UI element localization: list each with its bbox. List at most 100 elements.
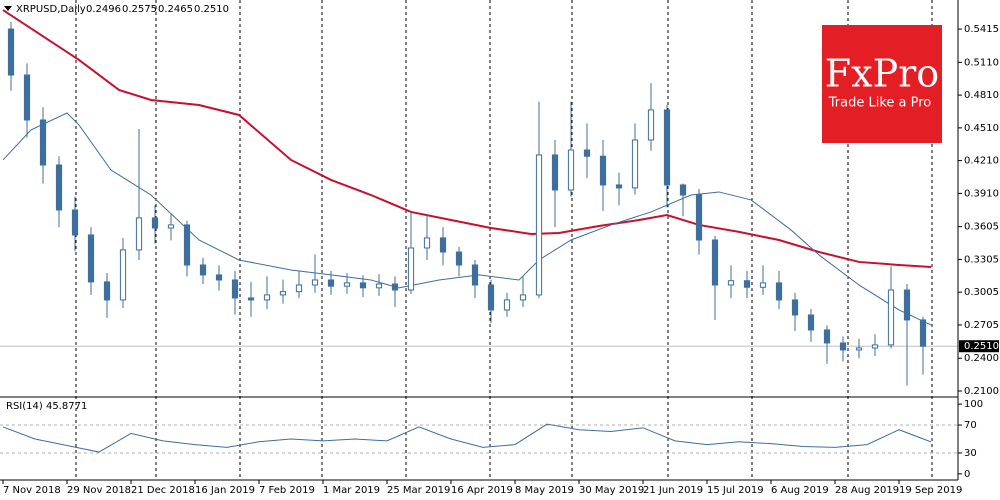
y-tick-label: 0.4210 — [964, 156, 999, 167]
y-tick-label: 0.3005 — [964, 287, 999, 298]
candle-body — [503, 299, 511, 311]
candle-body — [743, 280, 751, 288]
candle-body — [87, 234, 95, 283]
candle-body — [439, 237, 447, 253]
x-tick-label: 30 May 2019 — [579, 485, 644, 496]
last-price-box — [959, 340, 999, 353]
last-price-label: 0.2510 — [964, 341, 999, 352]
candle-body — [887, 289, 895, 346]
logo-tagline: Trade Like a Pro — [828, 96, 932, 111]
x-tick-label: 7 Nov 2018 — [3, 485, 61, 496]
moving-average — [2, 9, 932, 268]
x-tick-label: 1 Mar 2019 — [323, 485, 380, 496]
candle-body — [855, 347, 863, 351]
candle-body — [423, 237, 431, 249]
symbol-label: XRPUSD,Daily — [16, 4, 86, 15]
candle-body — [791, 299, 799, 316]
candle-body — [903, 289, 911, 321]
y-tick-label: 0.2400 — [964, 353, 999, 364]
candle-body — [647, 109, 655, 141]
x-tick-label: 15 Jul 2019 — [707, 485, 764, 496]
logo: FxPro Trade Like a Pro — [822, 25, 942, 143]
candle-body — [823, 329, 831, 344]
candle-body — [327, 279, 335, 287]
candle-body — [455, 251, 463, 266]
y-tick-label: 0 — [964, 469, 970, 480]
candle-body — [343, 282, 351, 287]
dropdown-arrow — [4, 6, 12, 11]
candle-body — [231, 279, 239, 299]
x-tick-label: 7 Feb 2019 — [259, 485, 315, 496]
candle-body — [263, 294, 271, 301]
candle-body — [39, 119, 47, 166]
candle-body — [55, 164, 63, 211]
candle-body — [487, 284, 495, 311]
x-tick-label: 16 Jan 2019 — [195, 485, 255, 496]
candle-body — [695, 194, 703, 241]
candle-body — [775, 282, 783, 301]
candle-body — [759, 282, 767, 288]
candle-body — [871, 344, 879, 349]
candle-body — [247, 297, 255, 301]
x-tick-label: 8 May 2019 — [515, 485, 574, 496]
candle-body — [391, 283, 399, 291]
candle-body — [839, 342, 847, 351]
candle-body — [295, 284, 303, 293]
candle-body — [71, 209, 79, 236]
y-tick-label: 0.5415 — [964, 24, 999, 35]
ohlc-low: 0.2465 — [158, 4, 193, 15]
rsi-line — [2, 423, 932, 453]
candle-body — [375, 283, 383, 289]
candle-body — [407, 247, 415, 291]
candle-body — [311, 279, 319, 286]
candle-body — [183, 224, 191, 266]
logo-box — [822, 25, 942, 143]
x-tick-label: 21 Dec 2018 — [131, 485, 195, 496]
ohlc-high: 0.2575 — [122, 4, 157, 15]
candle-body — [599, 155, 607, 186]
y-tick-label: 0.2100 — [964, 386, 999, 397]
x-tick-label: 21 Jun 2019 — [643, 485, 703, 496]
candle-body — [631, 139, 639, 189]
plot-area — [0, 0, 958, 480]
y-tick-label: 0.4510 — [964, 123, 999, 134]
x-tick-label: 6 Aug 2019 — [771, 485, 829, 496]
candle-body — [567, 149, 575, 191]
y-tick-label: 100 — [964, 399, 983, 410]
candle-body — [199, 264, 207, 276]
y-tick-label: 0.5110 — [964, 57, 999, 68]
rsi-label: RSI(14) 45.8771 — [6, 401, 87, 412]
x-tick-label: 28 Aug 2019 — [835, 485, 899, 496]
moving-average — [2, 112, 932, 326]
candle-body — [727, 280, 735, 286]
candle-body — [807, 314, 815, 331]
candle-body — [551, 154, 559, 191]
candle-body — [23, 74, 31, 121]
candle-body — [679, 184, 687, 196]
x-tick-label: 16 Apr 2019 — [451, 485, 513, 496]
candle-body — [471, 264, 479, 286]
candle-body — [615, 184, 623, 189]
y-tick-label: 0.2705 — [964, 320, 999, 331]
y-tick-label: 0.3910 — [964, 188, 999, 199]
candle-body — [279, 291, 287, 296]
candle-body — [663, 109, 671, 186]
x-tick-label: 25 Mar 2019 — [387, 485, 450, 496]
y-tick-label: 0.3605 — [964, 222, 999, 233]
candle-body — [119, 249, 127, 301]
logo-brand: FxPro — [825, 52, 939, 96]
y-tick-label: 0.3305 — [964, 254, 999, 265]
candle-body — [7, 28, 15, 76]
candle-body — [167, 224, 175, 229]
candle-body — [135, 217, 143, 251]
candle-body — [711, 239, 719, 286]
y-tick-label: 30 — [964, 448, 977, 459]
candle-body — [103, 281, 111, 301]
candle-body — [359, 282, 367, 289]
y-tick-label: 0.4810 — [964, 90, 999, 101]
candle-body — [215, 274, 223, 281]
ohlc-close: 0.2510 — [194, 4, 229, 15]
y-tick-label: 70 — [964, 420, 977, 431]
candle-body — [919, 319, 927, 347]
